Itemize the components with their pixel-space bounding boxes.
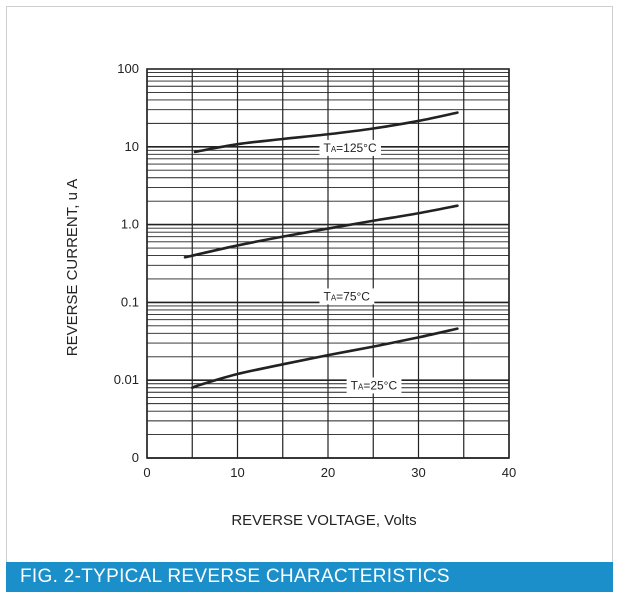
- figure-caption: FIG. 2-TYPICAL REVERSE CHARACTERISTICS: [6, 562, 613, 592]
- x-tick-label: 20: [321, 465, 335, 480]
- y-tick-label: 0: [132, 450, 139, 465]
- axes: 0 0.01 0.1 1.0 10 100 0 10 20 30 40: [114, 61, 517, 480]
- y-tick-label: 100: [117, 61, 139, 76]
- x-tick-label: 40: [502, 465, 516, 480]
- series-line: [193, 111, 459, 154]
- y-tick-label: 0.1: [121, 294, 139, 309]
- x-tick-label: 0: [143, 465, 150, 480]
- curve-label-text: TA=25°C: [351, 378, 398, 392]
- curve-label-text: TA=75°C: [323, 289, 370, 303]
- curve-label-background: [319, 139, 381, 156]
- figure-frame: [6, 6, 613, 592]
- curve-label-background: [346, 377, 402, 394]
- grid: [146, 69, 510, 459]
- series-line: [190, 327, 459, 390]
- curve-label: TA=25°C: [346, 377, 402, 394]
- series: [183, 111, 459, 390]
- y-tick-label: 10: [125, 139, 139, 154]
- curve-label-background: [319, 288, 375, 305]
- curve-labels: TA=125°C TA=75°C TA=25°C: [319, 139, 402, 394]
- x-tick-label: 30: [411, 465, 425, 480]
- plot-frame: [146, 68, 510, 459]
- y-tick-label: 0.01: [114, 372, 139, 387]
- series-line: [183, 204, 459, 259]
- curve-label: TA=75°C: [319, 288, 375, 305]
- x-tick-label: 10: [230, 465, 244, 480]
- y-tick-label: 1.0: [121, 217, 139, 232]
- y-axis-label: REVERSE CURRENT, u A: [64, 179, 81, 357]
- curve-label-text: TA=125°C: [323, 141, 377, 155]
- curve-label: TA=125°C: [319, 139, 381, 156]
- x-axis-label: REVERSE VOLTAGE, Volts: [231, 512, 416, 529]
